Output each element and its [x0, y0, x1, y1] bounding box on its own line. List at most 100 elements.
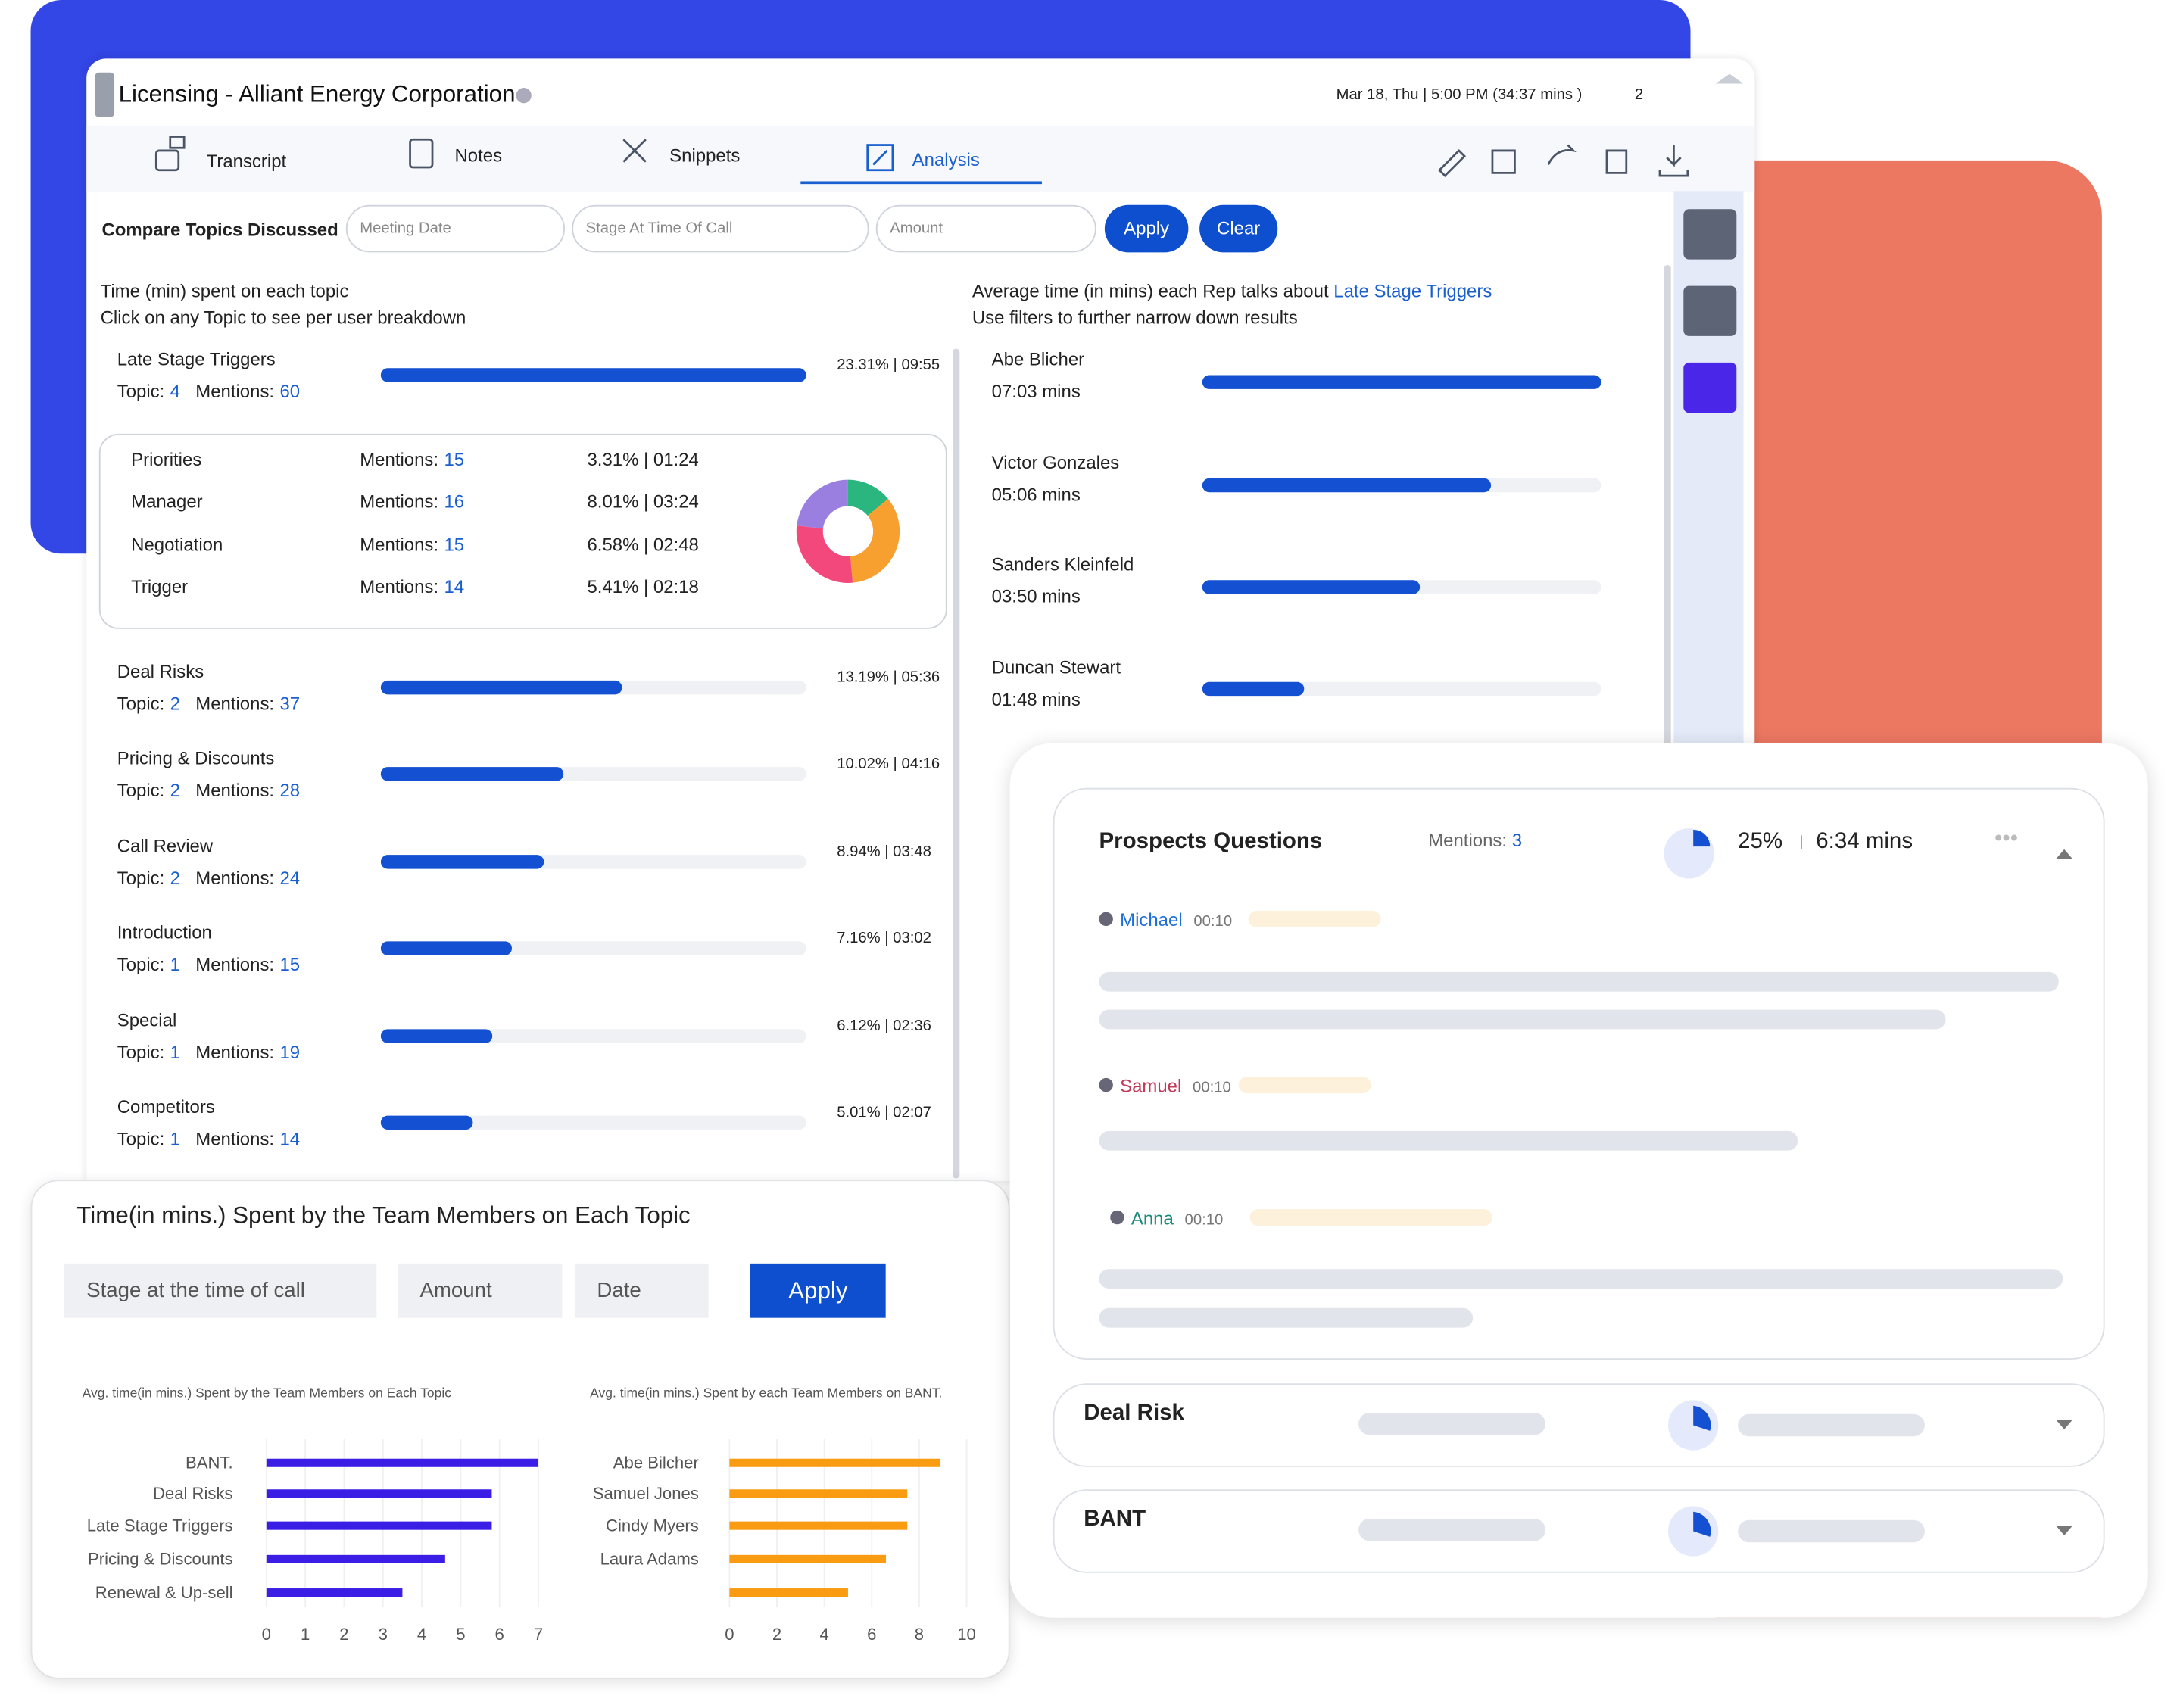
- topic-name[interactable]: Deal Risks: [117, 661, 204, 682]
- rep-time: 07:03 mins: [991, 380, 1081, 402]
- share-label: 10.02% | 04:16: [837, 756, 940, 774]
- x-tick-label: 1: [300, 1624, 310, 1644]
- topic-label: Topic:: [117, 1041, 165, 1062]
- bar: [729, 1489, 908, 1498]
- share-label: 7.16% | 03:02: [837, 930, 931, 948]
- topic-meta: Topic: 1 Mentions: 14: [117, 1128, 300, 1149]
- collapsed-title[interactable]: Deal Risk: [1084, 1401, 1184, 1426]
- x-tick-label: 5: [456, 1624, 466, 1644]
- breakdown-name: Negotiation: [131, 533, 223, 555]
- bar: [380, 680, 622, 695]
- breakdown-mentions: Mentions: 14: [360, 576, 464, 597]
- collapsed-box: [1053, 1489, 2105, 1573]
- mentions-label: Mentions:: [195, 1041, 275, 1062]
- side-icon[interactable]: [1683, 362, 1737, 413]
- collapsed-title[interactable]: BANT: [1084, 1507, 1146, 1532]
- select[interactable]: Date: [574, 1263, 709, 1318]
- bar: [266, 1489, 492, 1498]
- breakdown-box: [98, 433, 947, 629]
- mentions-count: 60: [279, 380, 301, 402]
- x-tick-label: 2: [339, 1624, 349, 1644]
- select[interactable]: Amount: [397, 1263, 563, 1318]
- clear-button[interactable]: Clear: [1199, 204, 1278, 253]
- panel-subtitle: Use filters to further narrow down resul…: [971, 307, 1298, 328]
- charts: [265, 1438, 968, 1607]
- speaker: Anna 00:10: [1131, 1208, 1223, 1229]
- mentions-label: Mentions:: [195, 1128, 275, 1149]
- apply-button[interactable]: Apply: [1104, 204, 1189, 253]
- divider: [1801, 835, 1802, 849]
- mentions-count: 15: [444, 533, 465, 555]
- topic-name[interactable]: Late Stage Triggers: [117, 348, 276, 370]
- call-title: Licensing - Alliant Energy Corporation: [118, 80, 516, 108]
- side-strip: [1673, 191, 1744, 750]
- skeleton: [1738, 1413, 1925, 1437]
- mentions-label: Mentions:: [360, 491, 439, 513]
- x-tick-label: 10: [957, 1624, 976, 1644]
- mentions-label: Mentions:: [195, 693, 275, 715]
- bar: [380, 1028, 493, 1043]
- topic-label: Topic:: [117, 867, 165, 888]
- tab[interactable]: Notes: [454, 145, 503, 167]
- skeleton: [1099, 971, 2059, 992]
- chart-title: Avg. time(in mins.) Spent by the Team Me…: [82, 1385, 451, 1402]
- apply-button[interactable]: Apply: [750, 1263, 886, 1318]
- questions-card: Prospects Questions Mentions: 3 25% 6:34…: [1009, 743, 2148, 1618]
- side-icon[interactable]: [1683, 209, 1737, 260]
- filter-select[interactable]: Meeting Date: [345, 204, 566, 253]
- topic-link[interactable]: Late Stage Triggers: [1333, 280, 1492, 301]
- team-card: Time(in mins.) Spent by the Team Members…: [30, 1180, 1010, 1679]
- donut-segment: [797, 479, 848, 529]
- skeleton: [1099, 1307, 1474, 1328]
- tab[interactable]: Analysis: [912, 149, 980, 170]
- mentions-value: 3: [1511, 829, 1523, 851]
- share-pie-layer: [1664, 828, 1714, 879]
- topic-name[interactable]: Special: [117, 1008, 177, 1030]
- mentions-label: Mentions:: [360, 449, 439, 470]
- icons: [154, 73, 1744, 178]
- topic-meta: Topic: 2 Mentions: 37: [117, 693, 300, 714]
- share-label: 25%: [1738, 829, 1783, 854]
- bar: [380, 941, 512, 956]
- topic-count: 4: [170, 380, 180, 402]
- tab[interactable]: Snippets: [669, 145, 741, 167]
- share-label: 13.19% | 05:36: [837, 669, 940, 687]
- x-tick-label: 4: [416, 1624, 427, 1644]
- mentions-count: 28: [279, 780, 301, 802]
- bar-track: [380, 1115, 806, 1130]
- topic-name[interactable]: Introduction: [117, 921, 212, 943]
- mentions-label: Mentions:: [360, 575, 439, 597]
- topic-name[interactable]: Pricing & Discounts: [117, 748, 275, 769]
- bar: [729, 1458, 941, 1467]
- side-icon[interactable]: [1683, 285, 1737, 336]
- topic-name[interactable]: Call Review: [117, 834, 214, 856]
- share-pie-slice: [1693, 829, 1711, 847]
- category-label: Renewal & Up-sell: [95, 1582, 233, 1603]
- bar: [729, 1588, 848, 1597]
- tab[interactable]: Transcript: [206, 150, 287, 172]
- category-label: Late Stage Triggers: [86, 1516, 233, 1536]
- more[interactable]: •••: [1994, 827, 2019, 851]
- filter-select[interactable]: Stage At Time Of Call: [572, 204, 869, 253]
- bar: [729, 1521, 908, 1530]
- bar: [266, 1521, 492, 1530]
- card-title: Time(in mins.) Spent by the Team Members…: [76, 1202, 691, 1229]
- rep-name: Duncan Stewart: [991, 656, 1121, 678]
- speaker-time: 00:10: [1193, 1079, 1231, 1096]
- filter-select[interactable]: Amount: [875, 204, 1096, 253]
- breakdown-mentions: Mentions: 16: [360, 491, 464, 513]
- topic-name[interactable]: Competitors: [117, 1096, 215, 1117]
- back-button[interactable]: [95, 72, 115, 117]
- topic-meta: Topic: 2 Mentions: 28: [117, 780, 300, 801]
- rep-time: 05:06 mins: [991, 483, 1081, 504]
- topic-count: 1: [170, 1128, 180, 1149]
- mentions-label: Mentions:: [195, 867, 275, 888]
- share-label: 5.01% | 02:07: [837, 1104, 931, 1121]
- speaker: Samuel 00:10: [1120, 1075, 1231, 1096]
- topic-meta: Topic: 2 Mentions: 24: [117, 867, 300, 888]
- mentions-count: 19: [279, 1041, 301, 1062]
- skeleton: [1099, 1009, 1946, 1030]
- select[interactable]: Stage at the time of call: [64, 1263, 377, 1318]
- mentions-count: 15: [279, 954, 301, 975]
- panel-subtitle: Click on any Topic to see per user break…: [100, 307, 466, 328]
